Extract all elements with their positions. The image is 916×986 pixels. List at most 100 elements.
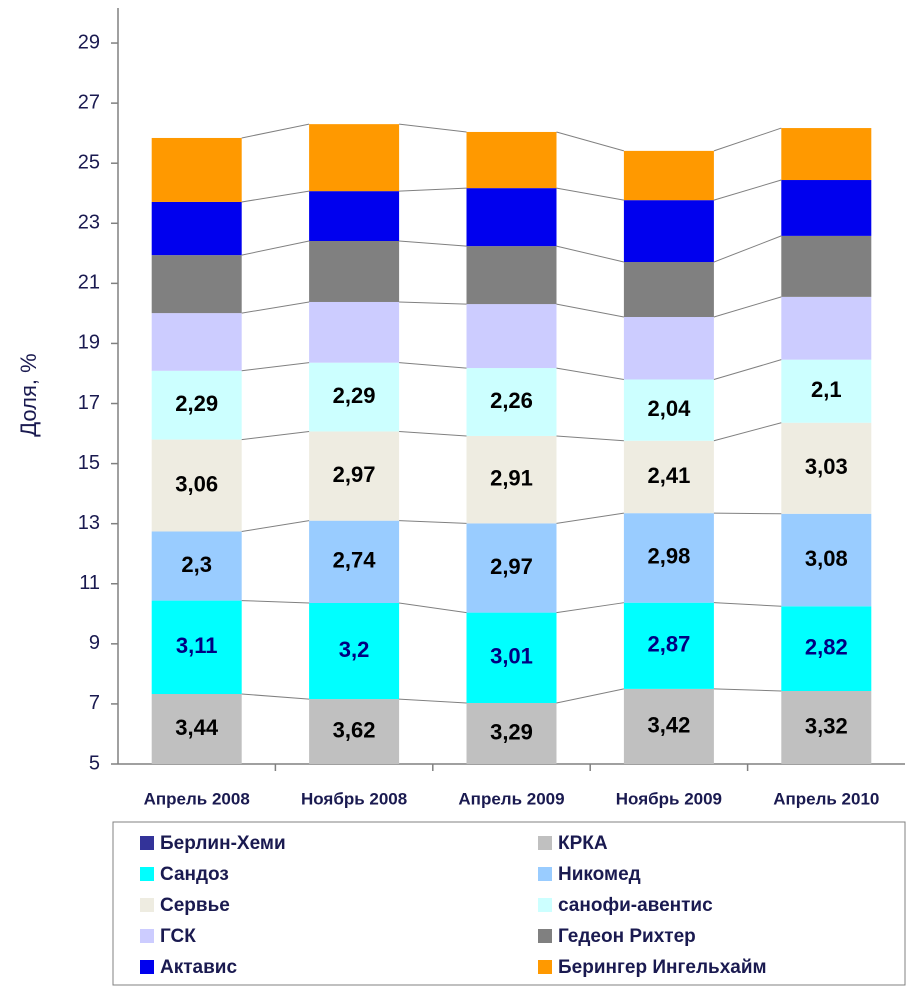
value-label: 2,29 [333,383,376,408]
value-label: 3,03 [805,454,848,479]
connector [556,688,625,704]
connector [241,520,310,532]
legend-swatch [538,929,552,943]
x-tick-label: Апрель 2010 [773,789,879,808]
bar-segment [466,523,557,613]
legend-label: Гедеон Рихтер [558,926,696,947]
bar-segment [151,694,242,764]
connector [713,359,782,380]
y-tick-label: 19 [78,332,100,354]
y-tick-label: 9 [89,632,100,654]
bar-segment [781,513,872,607]
bar-segment [151,531,242,601]
bar-segment [309,602,400,700]
connector [399,520,467,524]
legend-swatch [538,898,552,912]
x-tick-label: Ноябрь 2008 [301,789,407,808]
legend [112,821,906,986]
legend-label: санофи-авентис [558,895,713,916]
connector [241,430,310,441]
legend-swatch [538,867,552,881]
connector [399,301,467,305]
x-tick-label: Апрель 2009 [458,789,564,808]
connector [241,190,310,203]
connector [713,512,782,515]
value-label: 2,04 [647,396,691,421]
bar-segment [309,699,400,764]
bar-segment [309,362,400,432]
y-tick-label: 23 [78,212,100,234]
legend-swatch [140,867,154,881]
value-label: 3,2 [339,637,370,662]
legend-label: Никомед [558,864,641,885]
bar-segment [466,131,557,189]
bar-segment [151,439,242,532]
value-label: 2,29 [175,391,218,416]
bar-segment [623,262,714,318]
bar-segment [623,688,714,764]
value-label: 2,74 [333,548,377,573]
connector [399,187,467,192]
connector [713,127,782,152]
bar-segment [151,313,242,371]
y-tick-label: 7 [89,692,100,714]
connector [241,362,310,372]
legend-label: Берингер Ингельхайм [558,957,767,978]
legend-swatch [140,836,154,850]
legend-swatch [538,836,552,850]
legend-swatch [140,929,154,943]
connector [556,512,624,524]
connector [556,435,624,442]
legend-swatch [140,898,154,912]
legend-label: Сандоз [160,864,229,885]
connector [713,602,782,607]
x-tick-label: Ноябрь 2009 [616,789,722,808]
value-label: 2,3 [181,552,212,577]
connector [556,187,624,201]
connector [713,296,782,318]
bar-segment [309,301,400,363]
bar-segment [151,255,242,314]
value-label: 3,08 [805,546,848,571]
connector [556,367,624,380]
value-label: 2,87 [647,632,690,657]
bar-segment [309,124,400,192]
value-label: 3,62 [333,717,376,742]
legend-swatch [538,960,552,974]
bar-segment [466,703,557,764]
connector [713,235,782,263]
y-tick-label: 25 [78,151,100,173]
connector [399,602,467,614]
bar-segment [781,606,872,692]
bar-segment [466,368,557,436]
legend-label: ГСК [160,926,196,947]
bar-segment [309,191,400,242]
connector [556,245,625,263]
connector [241,240,310,256]
legend-label: Берлин-Хеми [160,833,286,854]
value-label: 2,26 [490,388,533,413]
value-label: 2,97 [490,554,533,579]
bar-segment [781,180,872,236]
bar-segment [309,241,400,302]
value-label: 2,91 [490,465,533,490]
connector [713,179,782,201]
bar-segment [466,612,557,704]
value-label: 3,11 [176,633,218,658]
connector [241,123,310,139]
connector [556,131,625,152]
y-axis-label: Доля, % [16,353,41,436]
connector [556,602,624,614]
bar-segment [781,128,872,181]
bar-segment [781,296,872,360]
connector [399,430,467,437]
bar-segment [623,513,714,603]
bar-segment [781,422,872,514]
y-tick-label: 11 [79,572,100,594]
legend-swatch [140,960,154,974]
legend-label: Актавис [160,957,237,978]
value-label: 2,41 [647,463,690,488]
bar-segment [151,600,242,695]
value-label: 3,44 [175,715,219,740]
value-label: 2,82 [805,634,848,659]
